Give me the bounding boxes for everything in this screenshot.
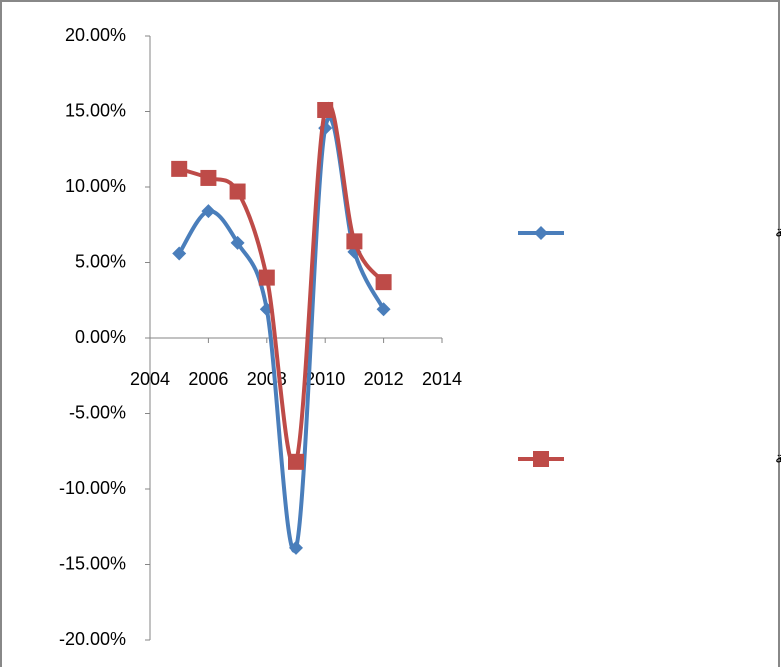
y-tick-label: -20.00% — [59, 629, 126, 649]
series-line — [178, 102, 386, 467]
data-point — [288, 453, 304, 470]
data-point — [230, 235, 245, 250]
data-point — [172, 246, 187, 261]
data-point — [201, 204, 216, 219]
legend-marker — [534, 226, 548, 240]
x-tick-label: 2004 — [130, 369, 170, 389]
x-tick-label: 2010 — [305, 369, 345, 389]
y-tick-label: -10.00% — [59, 478, 126, 498]
y-tick-label: 15.00% — [65, 100, 126, 120]
legend-label: صادرات الدول المتقدمة — [775, 224, 781, 242]
data-point — [346, 233, 363, 250]
x-tick-label: 2012 — [364, 369, 404, 389]
data-point — [317, 101, 334, 118]
data-point — [258, 269, 275, 286]
y-tick-label: -5.00% — [69, 402, 126, 422]
data-point — [200, 169, 217, 186]
data-point — [289, 540, 303, 555]
data-point — [376, 302, 391, 317]
legend-label: صادرات الدول النامية — [775, 450, 781, 468]
data-point — [375, 274, 392, 291]
y-tick-label: 20.00% — [65, 25, 126, 45]
y-tick-label: 0.00% — [75, 327, 126, 347]
data-point — [229, 183, 246, 200]
legend-marker — [533, 451, 549, 467]
y-tick-label: -15.00% — [59, 553, 126, 573]
data-point — [171, 160, 188, 177]
y-tick-label: 5.00% — [75, 251, 126, 271]
y-tick-label: 10.00% — [65, 176, 126, 196]
x-tick-label: 2006 — [188, 369, 228, 389]
x-tick-label: 2014 — [422, 369, 462, 389]
